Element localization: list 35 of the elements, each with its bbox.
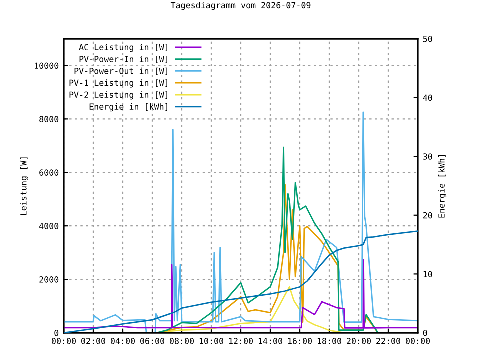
x-tick-label: 00:00 (52, 338, 76, 344)
x-tick-label: 16:00 (288, 338, 312, 344)
x-tick-label: 00:00 (406, 338, 430, 344)
chart-title: Tagesdiagramm vom 2026-07-09 (170, 2, 311, 10)
y-tick-label: 2000 (40, 276, 59, 283)
x-tick-label: 08:00 (170, 338, 194, 344)
y2-tick-label: 30 (423, 154, 432, 160)
x-tick-label: 20:00 (347, 338, 372, 344)
x-tick-label: 12:00 (229, 338, 254, 344)
line-series (64, 259, 418, 329)
y-axis-title: Leistung [W] (20, 158, 28, 216)
legend-label: Energie in [kWh] (90, 104, 168, 112)
y2-tick-label: 20 (423, 212, 432, 219)
legend-label: AC Leistung in [W] (79, 44, 168, 52)
legend-label: PV-2 Leistung in [W] (70, 92, 168, 100)
x-tick-label: 06:00 (140, 338, 165, 344)
x-tick-label: 10:00 (200, 338, 224, 344)
y-tick-label: 4000 (39, 223, 59, 230)
legend-label: PV-1 Leistung in [W] (70, 80, 168, 88)
y2-tick-label: 40 (423, 94, 432, 102)
x-tick-label: 22:00 (376, 338, 401, 344)
x-tick-label: 02:00 (82, 338, 106, 344)
x-tick-label: 14:00 (258, 338, 283, 344)
y-tick-label: 8000 (40, 116, 59, 122)
x-tick-label: 18:00 (318, 338, 342, 344)
y2-axis-title: Energie [kWh] (438, 155, 447, 218)
legend-label: PV-Power-In in [W] (80, 56, 168, 64)
y2-tick-label: 0 (423, 330, 428, 336)
y-tick-label: 0 (54, 330, 59, 336)
y2-tick-label: 50 (423, 36, 432, 42)
y2-tick-label: 10 (424, 271, 432, 278)
y-tick-label: 6000 (40, 170, 59, 176)
y-tick-label: 10000 (35, 62, 59, 70)
legend-label: PV-Power-Out in [W] (74, 68, 168, 76)
x-tick-label: 04:00 (111, 338, 136, 344)
